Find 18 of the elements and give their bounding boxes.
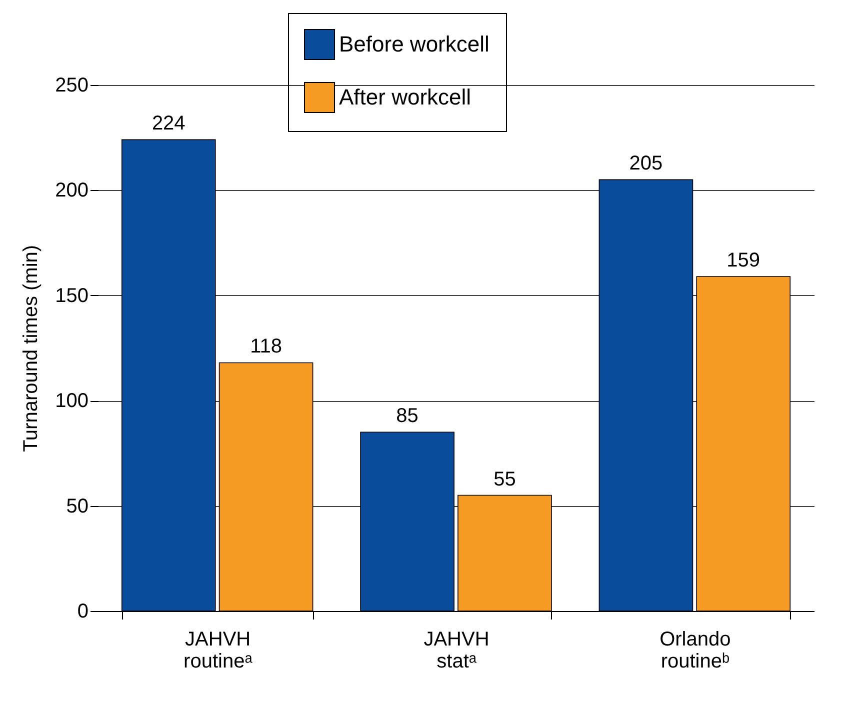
data-label: 55 bbox=[494, 468, 516, 490]
y-tick-label: 0 bbox=[77, 600, 88, 622]
y-tick-label: 100 bbox=[55, 390, 88, 412]
legend-label: Before workcell bbox=[339, 32, 490, 56]
y-axis-title: Turnaround times (min) bbox=[20, 244, 42, 452]
y-tick-label: 150 bbox=[55, 284, 88, 307]
x-tick-label: JAHVH routineᵃ bbox=[184, 628, 253, 672]
data-label: 118 bbox=[250, 336, 282, 358]
data-label: 85 bbox=[396, 405, 418, 428]
data-label: 205 bbox=[629, 152, 663, 175]
y-tick-label: 50 bbox=[66, 495, 88, 518]
data-label: 224 bbox=[152, 112, 186, 135]
legend-label: After workcell bbox=[339, 84, 472, 110]
y-tick-label: 200 bbox=[55, 180, 88, 202]
x-tick-label: Orlando routineᵇ bbox=[660, 628, 731, 672]
x-tick-label: JAHVH statᵃ bbox=[424, 628, 490, 672]
data-label: 159 bbox=[726, 249, 760, 272]
y-tick-label: 250 bbox=[55, 74, 88, 96]
